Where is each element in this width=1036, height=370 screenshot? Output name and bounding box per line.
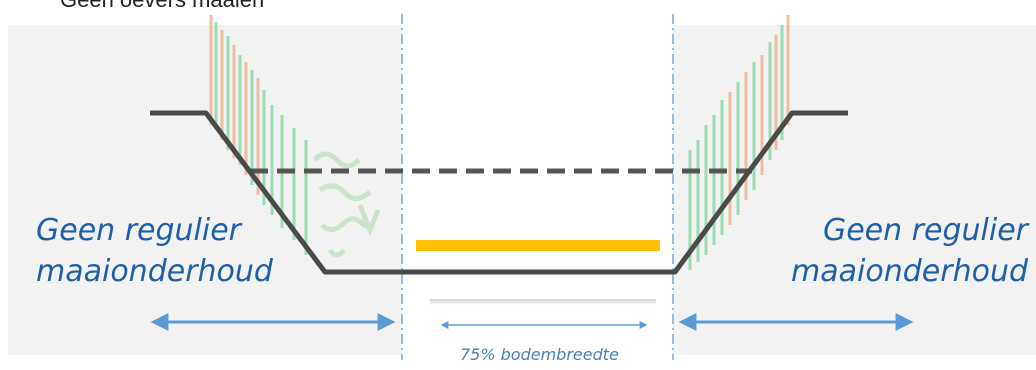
floor-shadow [430,299,656,305]
right-zone-label-line1: Geen regulier [822,213,1028,248]
left-bank-panel [8,25,402,355]
bottom-width-caption: 75% bodembreedte [460,345,619,364]
mowing-strip [416,240,660,251]
left-bank-vegetation [209,15,308,255]
water-plant-shapes [313,151,381,258]
diagram-heading: Geen oevers maaien [60,0,264,13]
right-zone-label-line2: maaionderhoud [791,254,1028,289]
right-zone-label: Geen regulier maaionderhoud [791,210,1028,292]
ditch-profile-line [150,110,848,275]
right-bank-panel [673,25,1036,355]
left-zone-label-line1: Geen regulier [36,213,242,248]
left-zone-label-line2: maaionderhoud [36,254,273,289]
left-zone-label: Geen regulier maaionderhoud [36,210,273,292]
